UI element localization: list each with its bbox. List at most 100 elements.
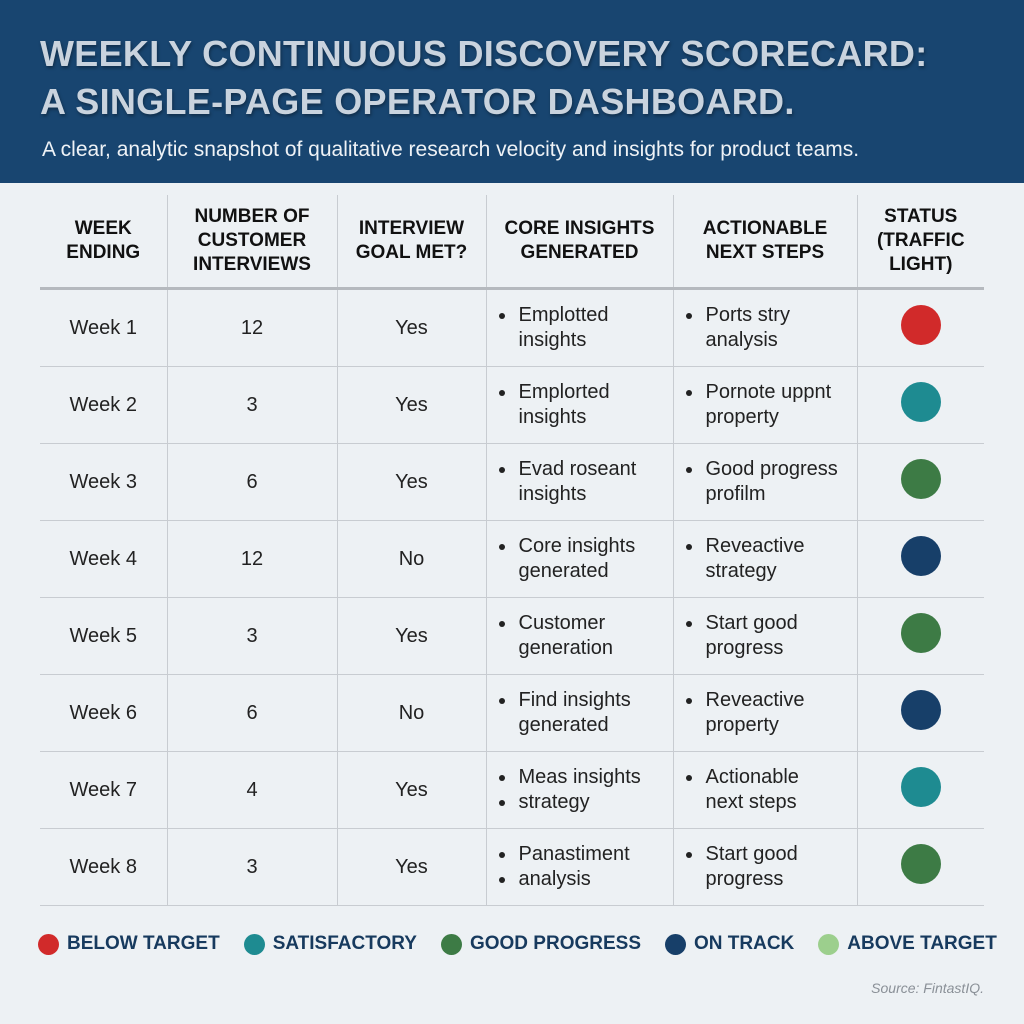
legend-item-satisfactory: SATISFACTORY — [243, 933, 417, 955]
next-steps-cell: Start good progress — [672, 597, 857, 675]
list-item: generation — [518, 637, 614, 659]
week-cell: Week 2 — [40, 366, 167, 444]
bullet-list: Reveactive strategy — [674, 534, 857, 584]
legend-label: BELOW TARGET — [67, 933, 220, 954]
goal-met-cell: Yes — [336, 443, 486, 521]
list-item: strategy — [498, 790, 673, 815]
list-item: Actionable — [685, 765, 857, 790]
week-cell: Week 5 — [40, 597, 167, 675]
goal-met-cell: Yes — [336, 288, 486, 367]
list-item: Evad roseant — [498, 457, 673, 482]
table-row: Week 6 6 No Find insights generated Reveactiv… — [40, 674, 984, 752]
goal-met-cell: No — [336, 674, 486, 752]
list-item: progress — [705, 868, 784, 890]
insights-cell: Panastiment analysis — [485, 828, 673, 906]
list-item: analysis — [705, 329, 778, 351]
list-item: generated — [518, 714, 609, 736]
status-light-satisfactory — [900, 382, 941, 422]
next-steps-cell: Reveactive property — [672, 674, 857, 752]
list-item: Reveactive — [685, 534, 857, 559]
column-header-interview-count: NUMBER OF CUSTOMER INTERVIEWS — [166, 195, 337, 290]
legend-item-above-target: ABOVE TARGET — [818, 933, 997, 955]
list-item: Panastiment — [498, 842, 673, 867]
status-cell — [856, 366, 984, 444]
legend-dot-icon — [440, 933, 462, 955]
list-item: strategy — [705, 560, 777, 582]
bullet-list: Good progress profilm — [674, 457, 857, 507]
title-line-2: A SINGLE-PAGE OPERATOR DASHBOARD. — [40, 81, 795, 122]
goal-met-cell: Yes — [336, 366, 486, 444]
list-item: Start good — [685, 842, 857, 867]
interviews-cell: 6 — [166, 443, 337, 521]
interviews-cell: 6 — [166, 674, 337, 752]
week-cell: Week 1 — [40, 288, 167, 367]
next-steps-cell: Actionable next steps — [672, 751, 857, 829]
page-title: WEEKLY CONTINUOUS DISCOVERY SCORECARD: A… — [40, 30, 1000, 126]
bullet-list: Emplorted insights — [487, 380, 673, 430]
interviews-cell: 12 — [166, 288, 337, 367]
legend-label: GOOD PROGRESS — [469, 933, 641, 954]
list-item: Emplotted — [498, 303, 673, 328]
list-item: property — [705, 406, 779, 428]
status-light-below-target — [900, 305, 941, 345]
status-light-on-track — [900, 536, 941, 576]
status-cell — [856, 597, 984, 675]
list-item: insights — [518, 406, 587, 428]
table-row: Week 2 3 Yes Emplorted insights Pornote uppnt… — [40, 366, 984, 444]
next-steps-cell: Good progress profilm — [672, 443, 857, 521]
bullet-list: Emplotted insights — [487, 303, 673, 353]
status-cell — [856, 520, 984, 598]
interviews-cell: 3 — [166, 366, 337, 444]
insights-cell: Evad roseant insights — [485, 443, 673, 521]
bullet-list: Start good progress — [674, 611, 857, 661]
status-legend: BELOW TARGET SATISFACTORY GOOD PROGRESS ON … — [38, 933, 1021, 955]
list-item: generated — [518, 560, 609, 582]
list-item: Meas insights — [498, 765, 673, 790]
legend-item-good-progress: GOOD PROGRESS — [440, 933, 641, 955]
scorecard-table: WEEK ENDING NUMBER OF CUSTOMER INTERVIEWS… — [40, 195, 984, 906]
legend-label: SATISFACTORY — [272, 933, 417, 954]
bullet-list: Pornote uppnt property — [674, 380, 857, 430]
header-banner: WEEKLY CONTINUOUS DISCOVERY SCORECARD: A… — [0, 0, 1024, 183]
status-cell — [856, 751, 984, 829]
status-cell — [856, 288, 984, 367]
bullet-list: Start good progress — [674, 842, 857, 892]
list-item: insights — [518, 329, 587, 351]
column-header-status: STATUS (TRAFFIC LIGHT) — [856, 195, 984, 290]
status-light-good-progress — [900, 844, 941, 884]
bullet-list: Panastiment analysis — [487, 842, 673, 892]
list-item: Pornote uppnt — [685, 380, 857, 405]
list-item: analysis — [498, 867, 673, 892]
bullet-list: Actionable next steps — [674, 765, 857, 815]
goal-met-cell: Yes — [336, 828, 486, 906]
list-item: insights — [518, 483, 587, 505]
goal-met-cell: Yes — [336, 751, 486, 829]
list-item: Core insights — [498, 534, 673, 559]
source-note: Source: FintastIQ. — [871, 980, 984, 996]
table-row: Week 8 3 Yes Panastiment analysis Start good p… — [40, 828, 984, 906]
bullet-list: Reveactive property — [674, 688, 857, 738]
week-cell: Week 8 — [40, 828, 167, 906]
list-item: Customer — [498, 611, 673, 636]
status-cell — [856, 674, 984, 752]
week-cell: Week 6 — [40, 674, 167, 752]
insights-cell: Meas insights strategy — [485, 751, 673, 829]
list-item: Emplorted — [498, 380, 673, 405]
list-item: profilm — [705, 483, 766, 505]
table-row: Week 3 6 Yes Evad roseant insights Good progr… — [40, 443, 984, 521]
list-item: Ports stry — [685, 303, 857, 328]
table-row: Week 4 12 No Core insights generated Reveacti… — [40, 520, 984, 598]
next-steps-cell: Ports stry analysis — [672, 288, 857, 367]
list-item: Find insights — [498, 688, 673, 713]
goal-met-cell: Yes — [336, 597, 486, 675]
bullet-list: Find insights generated — [487, 688, 673, 738]
column-header-next-steps: ACTIONABLE NEXT STEPS — [672, 195, 857, 290]
table-row: Week 7 4 Yes Meas insights strategy Actionab… — [40, 751, 984, 829]
legend-dot-icon — [665, 933, 686, 955]
list-item: property — [705, 714, 779, 736]
bullet-list: Core insights generated — [487, 534, 673, 584]
week-cell: Week 4 — [40, 520, 167, 598]
insights-cell: Emplotted insights — [485, 288, 673, 367]
next-steps-cell: Start good progress — [672, 828, 857, 906]
legend-label: ABOVE TARGET — [847, 933, 997, 954]
